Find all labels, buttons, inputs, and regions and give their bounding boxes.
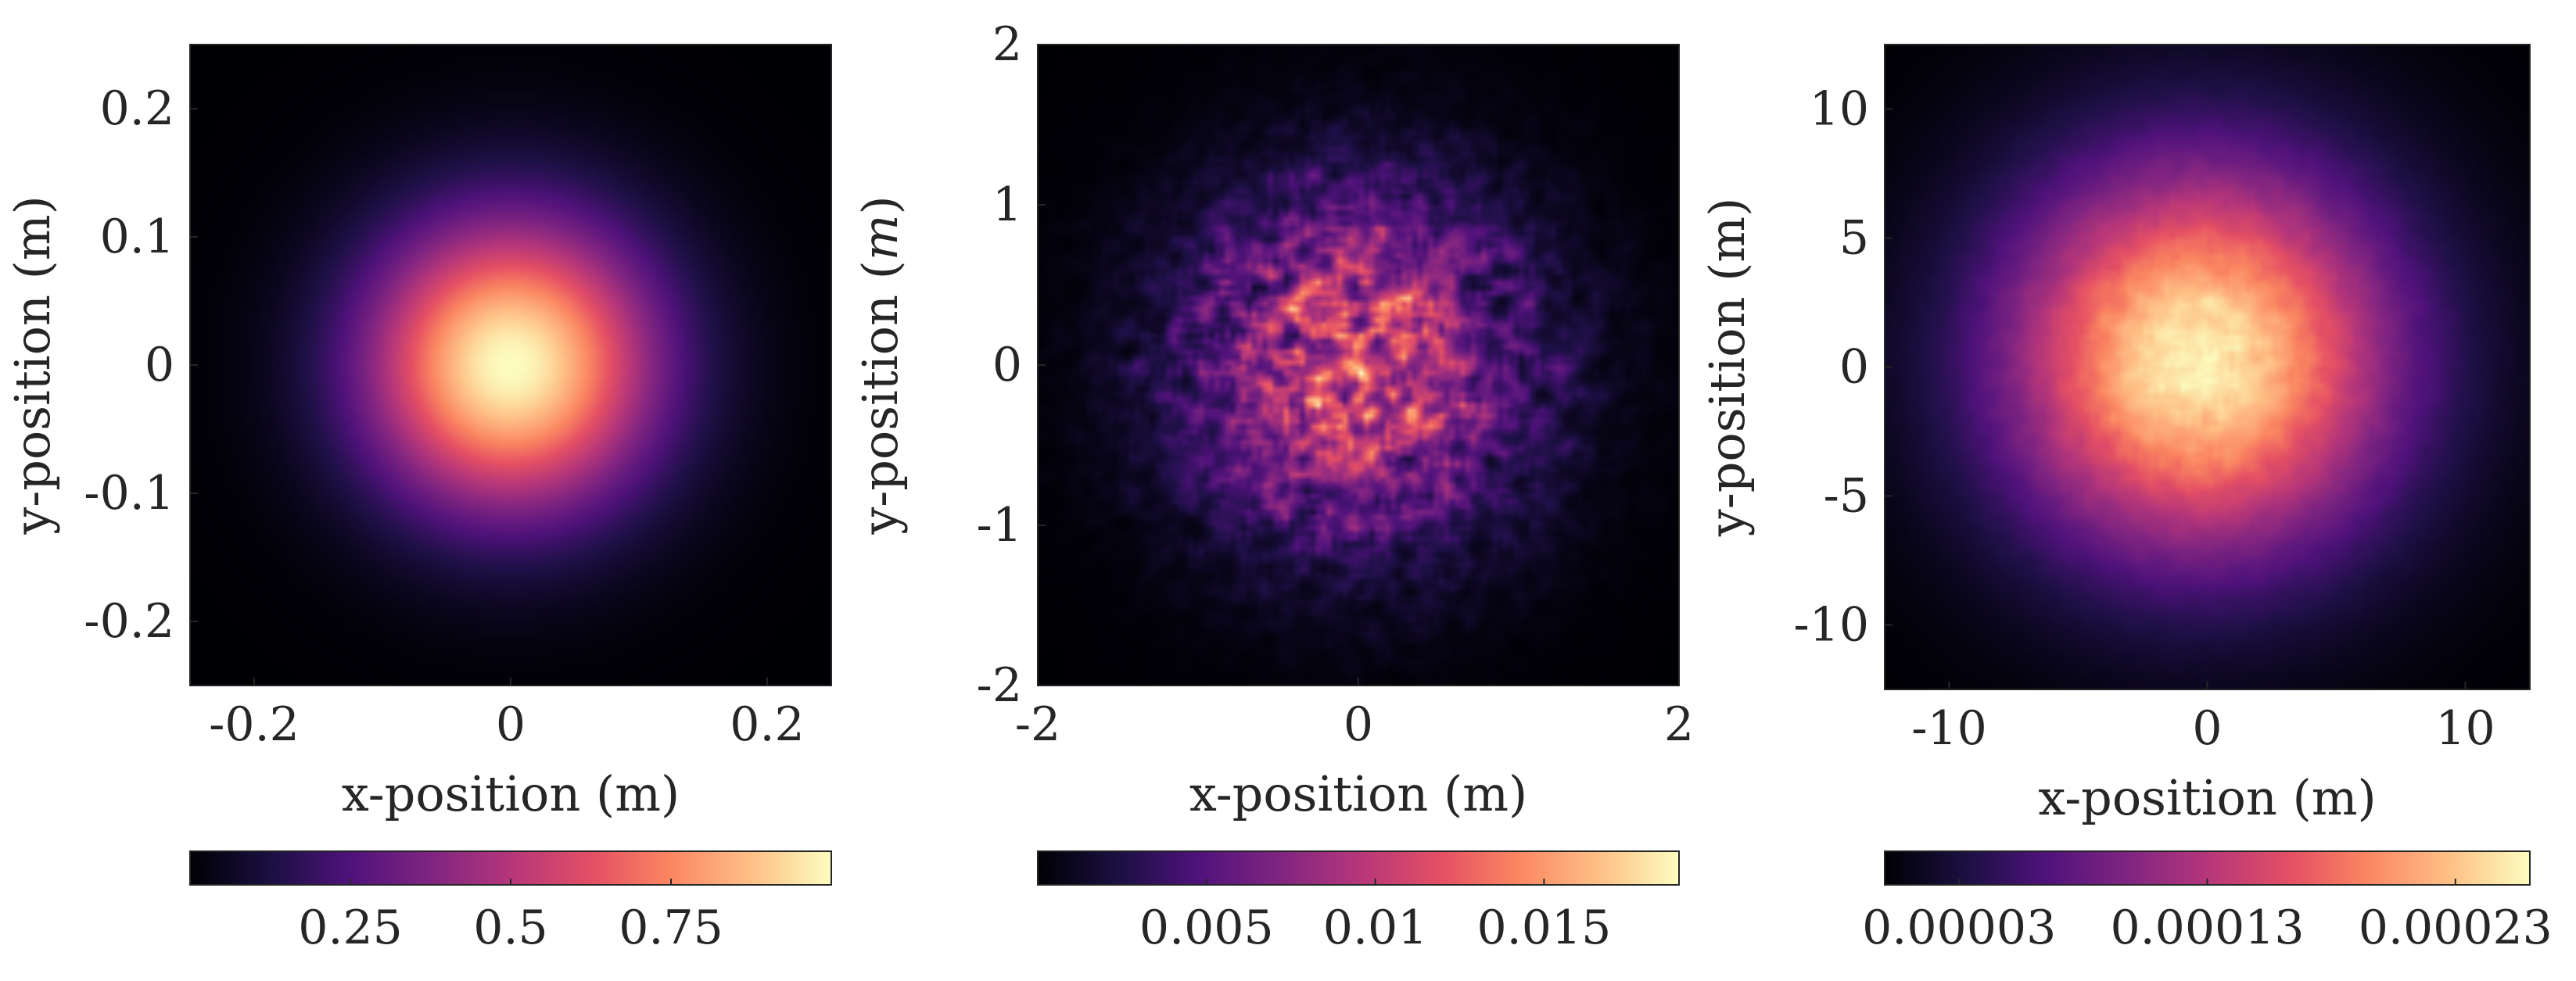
colorbar-tick-label: 0.75 [619,900,723,955]
panel-gaussian-beam: -0.2 0 0.2 0.2 0.1 0 -0.1 -0.2 x-position (m) y-p… [4,44,832,955]
colorbar-tick-label: 0.005 [1139,900,1274,955]
x-tick-label: -0.2 [209,697,300,752]
y-tick-label: 0.1 [100,209,174,264]
y-tick-label: -0.1 [84,466,174,521]
x-tick-label: -2 [1015,697,1060,752]
colorbar-tick-label: 0.01 [1323,900,1428,955]
x-tick-label: 0 [1344,697,1373,752]
heatmap-image [190,45,831,686]
y-tick-label: 0 [1839,340,1869,395]
colorbar-tick-label: 0.25 [298,900,403,955]
y-tick-label: 0 [145,338,174,392]
heatmap-image [1885,45,2530,689]
colorbar-frame [1037,850,1680,886]
y-tick-label: 5 [1839,211,1869,266]
colorbar-tick-label: 0.5 [473,900,547,955]
y-tick-label: 10 [1810,82,1869,137]
colorbar [1038,851,1679,885]
y-tick-label: -2 [977,658,1022,713]
y-tick-label: -10 [1793,598,1869,653]
x-tick-label: 10 [2435,701,2495,756]
colorbar-tick-label: 0.015 [1476,900,1611,955]
heatmap-image [1038,45,1679,686]
y-tick-label: -0.2 [84,594,174,649]
x-axis-label: x-position (m) [2038,769,2376,826]
y-tick-label: 0 [992,338,1022,392]
colorbar-tick-label: 0.00013 [2110,900,2304,955]
y-tick-label: 2 [992,17,1022,72]
y-tick-label: -5 [1824,469,1869,524]
y-tick-label: 1 [992,177,1022,232]
x-axis-label: x-position (m) [342,765,680,822]
x-tick-label: 0.2 [730,697,804,752]
y-axis-label: y-position (m) [4,195,61,535]
y-tick-label: 0.2 [100,81,174,136]
y-axis-label: y-position (m) [1699,198,1756,538]
colorbar-tick-label: 0.00023 [2359,900,2553,955]
x-tick-label: 0 [496,697,526,752]
colorbar-tick-label: 0.00003 [1862,900,2056,955]
panel-averaged-beam: -10 0 10 10 5 0 -5 -10 x-position (m) y-position … [1699,44,2553,955]
x-axis-label: x-position (m) [1189,765,1527,822]
x-tick-label: -10 [1911,701,1987,756]
panel-speckle-pattern: -2 0 2 2 1 0 -1 -2 x-position (m) y-position (m) 0… [852,17,1694,955]
x-tick-label: 2 [1664,697,1694,752]
x-tick-label: 0 [2192,701,2222,756]
y-tick-label: -1 [977,498,1022,553]
y-axis-label: y-position (m) [852,195,909,535]
